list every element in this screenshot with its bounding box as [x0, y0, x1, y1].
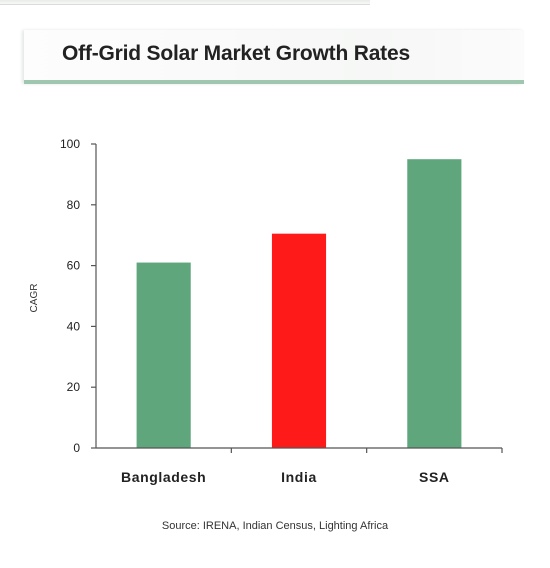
x-category-label: Bangladesh: [121, 469, 206, 485]
y-axis: 0 20 40 60 80 100: [60, 137, 97, 455]
y-tick-label: 20: [67, 380, 81, 394]
x-category-label: India: [281, 469, 317, 485]
title-banner: Off-Grid Solar Market Growth Rates: [24, 30, 524, 84]
top-divider: [0, 0, 370, 5]
y-tick-label: 100: [60, 137, 80, 151]
chart-title: Off-Grid Solar Market Growth Rates: [62, 42, 410, 65]
source-note: Source: IRENA, Indian Census, Lighting A…: [161, 520, 389, 532]
x-category-label: SSA: [419, 469, 450, 485]
y-tick-label: 40: [67, 319, 81, 333]
y-tick-label: 0: [73, 441, 80, 455]
x-axis: Bangladesh India SSA: [96, 447, 503, 485]
y-axis-title: CAGR: [29, 284, 40, 313]
bar-ssa: [407, 159, 462, 448]
bars: [136, 159, 462, 448]
bar-bangladesh: [136, 262, 191, 448]
bar-india: [271, 233, 327, 448]
y-tick-label: 60: [67, 259, 81, 273]
y-tick-label: 80: [67, 198, 81, 212]
